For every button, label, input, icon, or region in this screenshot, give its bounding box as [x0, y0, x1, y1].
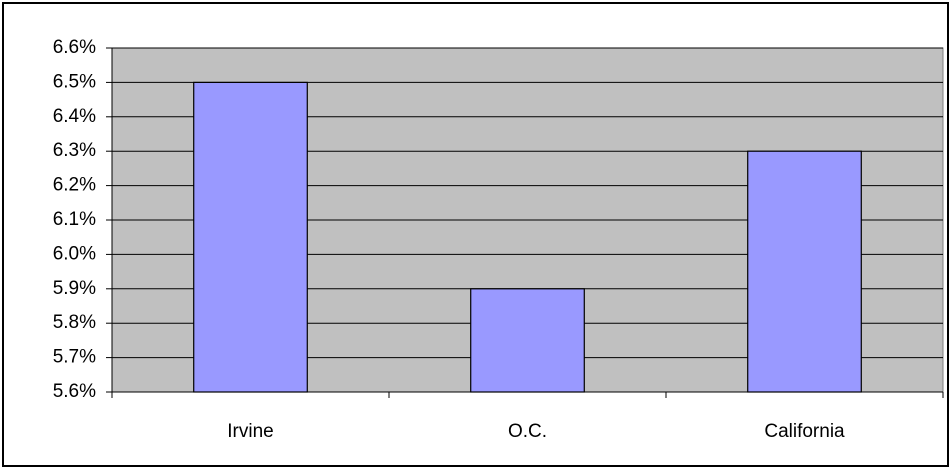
y-tick-label: 5.7% [53, 347, 96, 368]
y-tick-label: 5.8% [53, 312, 96, 333]
x-tick-label: O.C. [508, 421, 547, 442]
y-tick-label: 6.0% [53, 243, 96, 264]
bar [470, 288, 585, 393]
y-tick-label: 5.6% [53, 381, 96, 402]
x-tick-label: California [764, 421, 845, 442]
y-tick-label: 6.4% [53, 106, 96, 127]
x-tick-label: Irvine [227, 421, 273, 442]
y-tick-label: 6.3% [53, 140, 96, 161]
bar [193, 81, 308, 393]
y-tick-label: 6.1% [53, 209, 96, 230]
y-tick-label: 6.6% [53, 37, 96, 58]
y-tick-label: 5.9% [53, 278, 96, 299]
y-tick-label: 6.5% [53, 71, 96, 92]
y-tick-label: 6.2% [53, 175, 96, 196]
bar [747, 150, 862, 393]
